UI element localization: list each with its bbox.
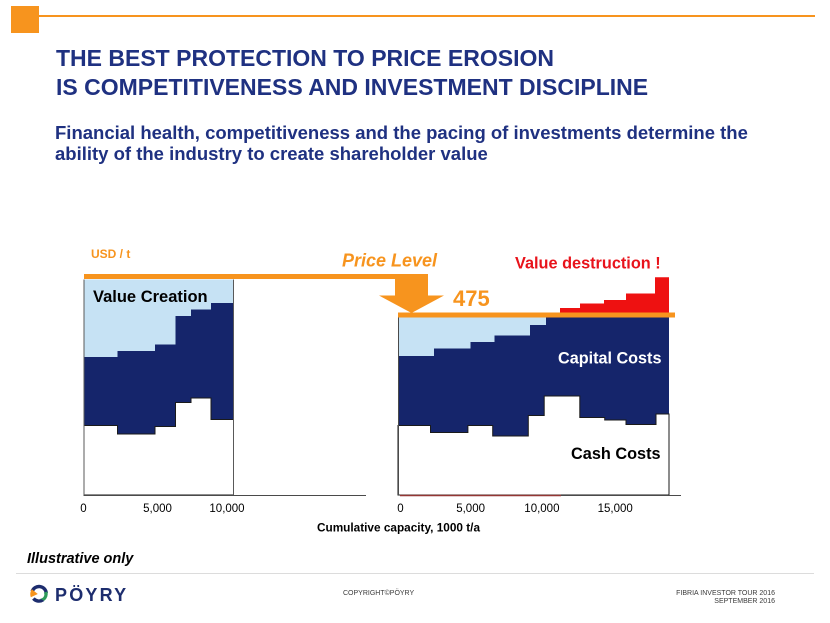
svg-text:Value Creation: Value Creation: [93, 288, 208, 306]
svg-text:USD / t: USD / t: [91, 247, 130, 261]
svg-text:10,000: 10,000: [524, 503, 559, 515]
svg-text:Capital Costs: Capital Costs: [558, 350, 661, 368]
svg-text:Value destruction !: Value destruction !: [515, 255, 661, 273]
svg-text:Cumulative capacity, 1000 t/a: Cumulative capacity, 1000 t/a: [317, 521, 480, 535]
svg-text:0: 0: [397, 503, 403, 515]
svg-text:5,000: 5,000: [456, 503, 485, 515]
svg-text:0: 0: [80, 503, 86, 515]
svg-text:15,000: 15,000: [598, 503, 633, 515]
svg-text:5,000: 5,000: [143, 503, 172, 515]
svg-text:Price Level: Price Level: [342, 251, 438, 271]
svg-text:475: 475: [453, 286, 490, 311]
svg-text:10,000: 10,000: [209, 503, 244, 515]
svg-text:Cash Costs: Cash Costs: [571, 445, 661, 463]
